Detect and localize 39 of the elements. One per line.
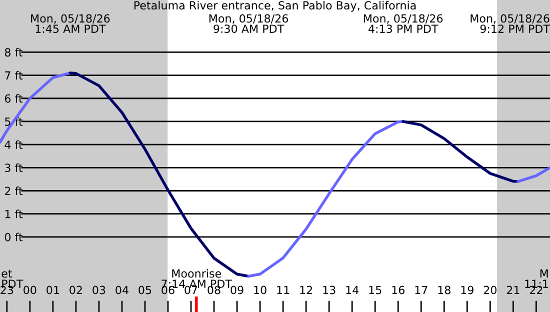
x-tick-label: 16 bbox=[392, 286, 404, 294]
y-tick-label: 4 ft bbox=[4, 140, 23, 149]
x-tick-label: 10 bbox=[254, 286, 266, 294]
x-tick-label: 18 bbox=[438, 286, 450, 294]
y-tick-label: 0 ft bbox=[4, 232, 23, 242]
x-tick-label: 21 bbox=[506, 286, 520, 294]
annotation: Mon, 05/18/26 9:12 PM PDT bbox=[470, 14, 550, 33]
x-tick-label: 19 bbox=[461, 286, 474, 294]
x-tick-label: 07 bbox=[184, 286, 198, 294]
x-tick-label: 06 bbox=[162, 286, 174, 294]
x-tick-label: 11 bbox=[277, 286, 290, 294]
x-tick-label: 09 bbox=[230, 286, 244, 294]
y-tick-label: 7 ft bbox=[5, 71, 23, 80]
chart-title: Petaluma River entrance, San Pablo Bay, California bbox=[134, 0, 416, 12]
x-tick-label: 04 bbox=[116, 286, 128, 294]
x-tick-label: 20 bbox=[484, 286, 496, 294]
x-tick-label: 03 bbox=[92, 286, 106, 294]
annotation: Mon, 05/18/26 9:30 AM PDT bbox=[209, 14, 288, 33]
x-tick-label: 22 bbox=[530, 286, 542, 294]
x-tick-label: 02 bbox=[70, 286, 82, 294]
annotation: M 11:1 bbox=[525, 269, 548, 288]
x-tick-label: 12 bbox=[300, 286, 312, 294]
y-tick-label: 1 ft bbox=[5, 210, 23, 218]
x-tick-label: 13 bbox=[323, 286, 336, 294]
y-tick-label: 6 ft bbox=[4, 94, 23, 103]
annotation: et PDT bbox=[2, 270, 24, 288]
x-tick-label: 15 bbox=[369, 286, 382, 294]
x-tick-label: 05 bbox=[138, 286, 152, 294]
x-tick-label: 08 bbox=[208, 286, 220, 294]
x-tick-label: 17 bbox=[415, 286, 428, 294]
x-tick-label: 23 bbox=[0, 286, 14, 294]
annotation: Mon, 05/18/26 1:45 AM PDT bbox=[31, 14, 110, 33]
annotation: Mon, 05/18/26 4:13 PM PDT bbox=[364, 14, 443, 33]
y-tick-label: 2 ft bbox=[4, 186, 23, 195]
y-tick-label: 3 ft bbox=[5, 163, 23, 172]
x-tick-label: 14 bbox=[346, 286, 359, 294]
x-tick-label: 01 bbox=[46, 286, 59, 294]
y-tick-label: 8 ft bbox=[4, 48, 23, 57]
x-tick-label: 00 bbox=[24, 286, 36, 294]
